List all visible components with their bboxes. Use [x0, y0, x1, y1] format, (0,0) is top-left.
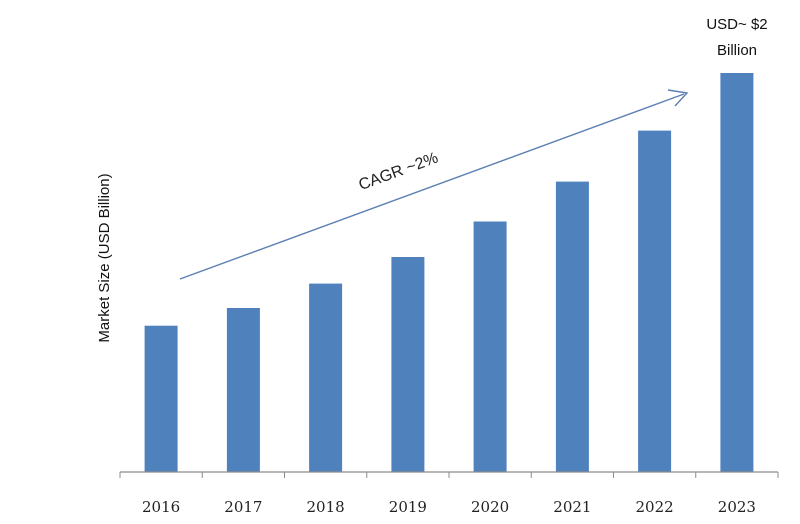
x-tick-label-2019: 2019 [389, 498, 427, 516]
bar-2016 [144, 325, 178, 472]
x-tick-marks [119, 472, 779, 478]
x-tick-label-2021: 2021 [553, 498, 591, 516]
x-tick-label-2018: 2018 [307, 498, 345, 516]
final-value-callout-line2: Billion [717, 42, 757, 59]
x-tick-label-2017: 2017 [224, 498, 262, 516]
x-tick-label-2023: 2023 [718, 498, 756, 516]
bars-group [144, 73, 754, 472]
x-tick-labels: 2016 2017 2018 2019 2020 2021 2022 2023 [142, 498, 756, 516]
x-tick-label-2020: 2020 [471, 498, 509, 516]
bar-2018 [309, 283, 343, 472]
bar-2021 [555, 181, 589, 472]
final-value-callout-line1: USD~ $2 [706, 16, 767, 33]
cagr-arrow [179, 89, 689, 280]
bar-2019 [391, 257, 425, 472]
y-axis-label: Market Size (USD Billion) [96, 173, 113, 342]
bar-2022 [638, 130, 672, 472]
bar-2023 [720, 73, 754, 472]
bar-2020 [473, 221, 507, 472]
x-tick-label-2016: 2016 [142, 498, 180, 516]
x-tick-label-2022: 2022 [636, 498, 674, 516]
bar-2017 [226, 308, 260, 472]
